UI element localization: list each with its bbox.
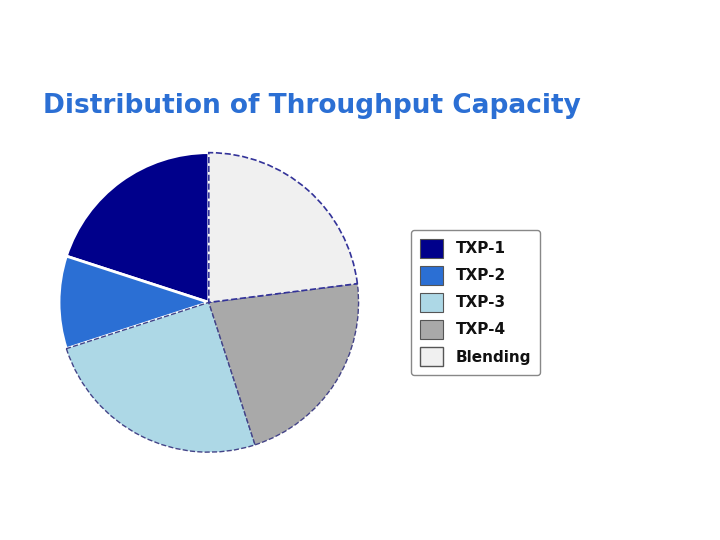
Wedge shape <box>59 256 209 349</box>
Wedge shape <box>66 153 209 302</box>
Wedge shape <box>209 284 359 445</box>
Wedge shape <box>209 153 357 302</box>
Legend: TXP-1, TXP-2, TXP-3, TXP-4, Blending: TXP-1, TXP-2, TXP-3, TXP-4, Blending <box>411 230 540 375</box>
Text: WHAT is Opal?: WHAT is Opal? <box>22 26 247 54</box>
Wedge shape <box>66 302 255 452</box>
Text: Distribution of Throughput Capacity: Distribution of Throughput Capacity <box>43 93 581 119</box>
